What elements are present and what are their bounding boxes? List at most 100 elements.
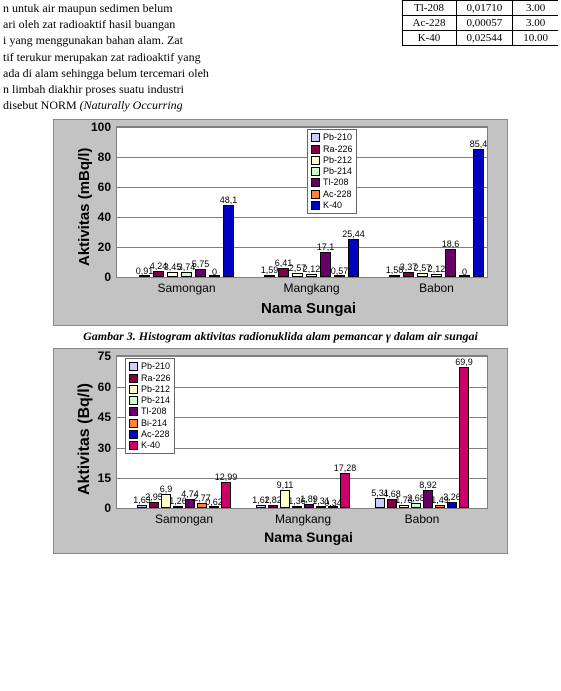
- bar: [389, 275, 400, 277]
- y-tick: 0: [104, 270, 117, 284]
- gridline: [117, 187, 487, 188]
- legend-item: Ac-228: [129, 429, 171, 440]
- para-line: i yang menggunakan bahan alam. Zat: [3, 33, 183, 47]
- table-cell: Tl-208: [402, 1, 456, 16]
- bar: [181, 272, 192, 278]
- y-tick: 100: [91, 120, 117, 134]
- bar-label: 17,1: [317, 242, 335, 252]
- legend-label: K-40: [323, 200, 342, 211]
- chart1-y-title: Aktivitas (mBq/l): [76, 148, 93, 266]
- gridline: [117, 217, 487, 218]
- legend-swatch: [311, 156, 320, 165]
- legend-swatch: [129, 362, 138, 371]
- bar: [431, 274, 442, 277]
- paragraph-fragment: n untuk air maupun sedimen belum ari ole…: [3, 0, 263, 113]
- table-row: Tl-208 0,01710 3.00: [402, 1, 558, 16]
- chart1-caption: Gambar 3. Histogram aktivitas radionukli…: [8, 329, 553, 344]
- legend-item: Ac-228: [311, 189, 353, 200]
- legend-item: Pb-212: [311, 155, 353, 166]
- legend-item: Tl-208: [311, 177, 353, 188]
- x-tick: Samongan: [155, 508, 213, 526]
- bar: [340, 473, 350, 508]
- gridline: [117, 127, 487, 128]
- chart1: Aktivitas (mBq/l) 020406080100Samongan0,…: [53, 119, 508, 326]
- para-line: ada di alam sehingga belum tercemari ole…: [3, 66, 209, 80]
- y-tick: 80: [98, 150, 117, 164]
- bar-label: 2,12: [428, 264, 446, 274]
- bar-label: 85,4: [470, 139, 488, 149]
- bar-label: 0,57: [331, 266, 349, 276]
- chart1-plot: 020406080100Samongan0,914,243,453,745,75…: [116, 126, 488, 278]
- bar-label: 0: [212, 267, 217, 277]
- para-line: n untuk air maupun sedimen belum: [3, 1, 173, 15]
- legend-item: Bi-214: [129, 418, 171, 429]
- bar: [348, 239, 359, 277]
- bar: [459, 367, 469, 509]
- y-tick: 60: [98, 380, 117, 394]
- bar: [320, 252, 331, 278]
- bar-label: 12,99: [215, 472, 238, 482]
- para-line: n limbah diakhir proses suatu industri: [3, 82, 184, 96]
- legend-swatch: [129, 419, 138, 428]
- y-tick: 20: [98, 240, 117, 254]
- table-cell: 0,01710: [456, 1, 513, 16]
- bar: [223, 205, 234, 277]
- para-line: tif terukur merupakan zat radioaktif yan…: [3, 50, 201, 64]
- bar-label: 6,9: [160, 484, 173, 494]
- legend-swatch: [311, 145, 320, 154]
- bar-label: 69,9: [455, 357, 473, 367]
- table-cell: 0,00057: [456, 16, 513, 31]
- legend-label: Tl-208: [323, 177, 349, 188]
- legend-swatch: [129, 407, 138, 416]
- legend-item: Pb-214: [129, 395, 171, 406]
- table-cell: 3.00: [513, 1, 558, 16]
- bar: [278, 268, 289, 278]
- legend-label: Ra-226: [323, 144, 353, 155]
- bar-label: 0: [462, 267, 467, 277]
- chart2: Aktivitas (Bq/l) 01530456075Samongan1,63…: [53, 348, 508, 554]
- legend: Pb-210Ra-226Pb-212Pb-214Tl-208Ac-228K-40: [307, 129, 357, 214]
- para-italic: (Naturally Occurring: [80, 98, 183, 112]
- bar: [473, 149, 484, 277]
- legend-swatch: [311, 167, 320, 176]
- bar: [195, 269, 206, 278]
- bar: [306, 274, 317, 277]
- bar: [153, 271, 164, 277]
- chart2-plot: 01530456075Samongan1,632,956,91,264,742,…: [116, 355, 488, 509]
- gridline: [117, 478, 487, 479]
- bar: [149, 502, 159, 508]
- legend-label: Pb-214: [323, 166, 352, 177]
- chart2-y-title: Aktivitas (Bq/l): [76, 383, 94, 495]
- bar-label: 17,28: [334, 463, 357, 473]
- legend-label: Ra-226: [141, 373, 171, 384]
- bar: [292, 506, 302, 509]
- bar-label: 8,92: [419, 480, 437, 490]
- x-tick: Mangkang: [283, 277, 339, 295]
- legend-label: Pb-214: [141, 395, 170, 406]
- legend-label: Pb-212: [141, 384, 170, 395]
- legend-swatch: [129, 396, 138, 405]
- y-tick: 75: [98, 349, 117, 363]
- legend-label: Ac-228: [141, 429, 170, 440]
- bar: [167, 272, 178, 277]
- bar: [417, 273, 428, 277]
- legend-item: Ra-226: [311, 144, 353, 155]
- legend-label: Pb-210: [141, 361, 170, 372]
- bar: [173, 506, 183, 509]
- legend-swatch: [311, 133, 320, 142]
- gridline: [117, 157, 487, 158]
- bar: [221, 482, 231, 508]
- bar-label: 2,12: [303, 264, 321, 274]
- legend-swatch: [129, 385, 138, 394]
- legend-item: Pb-212: [129, 384, 171, 395]
- legend-swatch: [311, 190, 320, 199]
- bar: [137, 505, 147, 508]
- bar: [447, 502, 457, 509]
- bar-label: 18,6: [442, 239, 460, 249]
- bar: [403, 272, 414, 277]
- x-tick: Babon: [419, 277, 454, 295]
- legend-swatch: [129, 374, 138, 383]
- y-tick: 40: [98, 210, 117, 224]
- para-line: ari oleh zat radioaktif hasil buangan: [3, 17, 175, 31]
- legend-item: K-40: [129, 440, 171, 451]
